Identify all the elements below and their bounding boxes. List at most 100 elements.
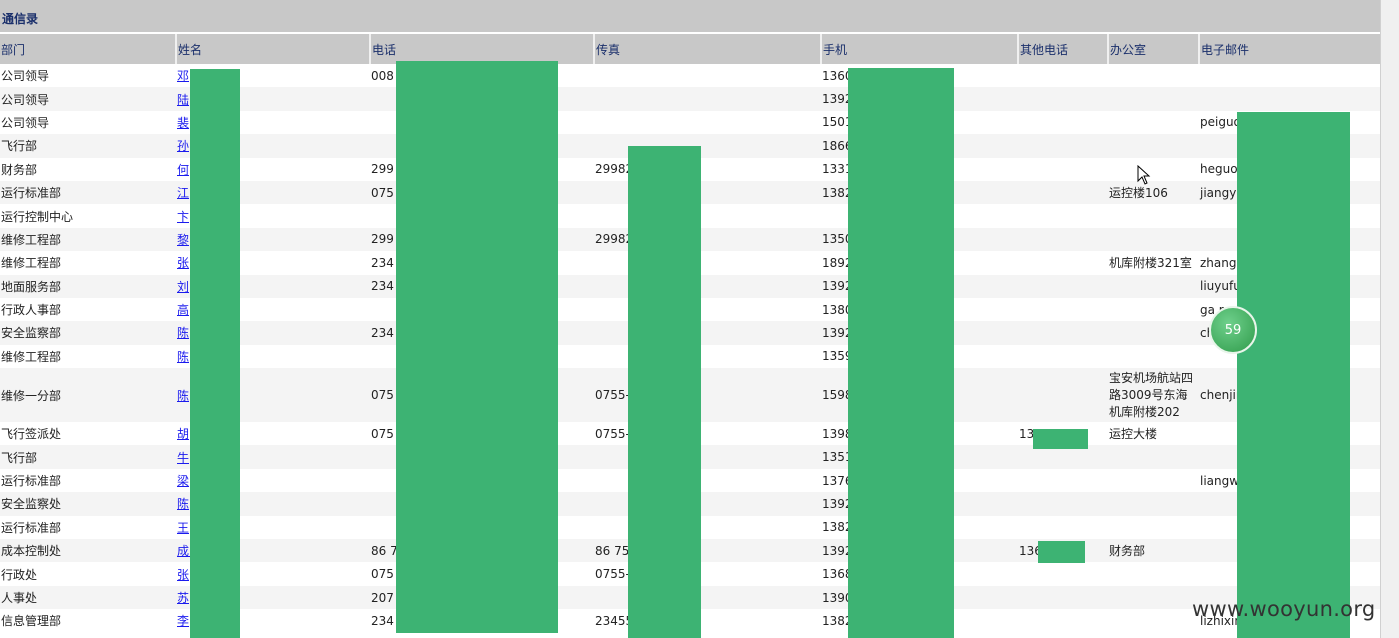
mobile-cell: 1501 xyxy=(822,115,853,130)
mobile-cell: 1892 xyxy=(822,255,853,270)
table-row: 维修工程部 陈 1359 xyxy=(0,345,1380,368)
contact-name-link[interactable]: 牛 xyxy=(177,450,190,465)
email-cell: peiguo xyxy=(1200,115,1241,130)
contact-name-link[interactable]: 王 xyxy=(177,520,190,535)
mobile-cell: 1380 xyxy=(822,302,853,317)
contact-name-link[interactable]: 江 xyxy=(177,186,190,201)
dept-cell: 安全监察部 xyxy=(0,321,176,345)
contact-name-link[interactable]: 胡 xyxy=(177,427,190,442)
dept-cell: 飞行部 xyxy=(0,445,176,469)
office-cell xyxy=(1108,158,1199,181)
dept-cell: 行政处 xyxy=(1,567,38,582)
other-phone-cell xyxy=(1018,321,1108,345)
name-cell: 胡 xyxy=(176,422,370,445)
office-cell: 财务部 xyxy=(1108,539,1199,563)
mobile-cell: 1376 xyxy=(822,473,853,488)
dept-cell: 维修一分部 xyxy=(0,368,176,423)
office-cell xyxy=(1108,227,1199,252)
other-phone-cell xyxy=(1018,204,1108,227)
office-cell xyxy=(1108,274,1199,298)
office-cell xyxy=(1108,609,1199,632)
redaction-block-other-2 xyxy=(1038,541,1085,563)
name-cell: 梁 xyxy=(176,469,370,492)
column-header-name[interactable]: 姓名 xyxy=(175,34,370,64)
column-header-phone[interactable]: 电话 xyxy=(369,34,594,64)
fax-cell: 0755- xyxy=(595,567,630,582)
contact-name-link[interactable]: 苏 xyxy=(177,591,190,605)
contact-name-link[interactable]: 陈 xyxy=(177,497,190,512)
other-phone-cell xyxy=(1018,469,1108,492)
other-phone-cell xyxy=(1018,87,1108,111)
column-header-office[interactable]: 办公室 xyxy=(1107,34,1199,64)
office-cell xyxy=(1108,562,1199,585)
column-header-other-phone[interactable]: 其他电话 xyxy=(1017,34,1108,64)
mobile-cell: 1360 xyxy=(822,68,853,83)
column-header-fax[interactable]: 传真 xyxy=(593,34,821,64)
dept-cell: 运行控制中心 xyxy=(1,209,74,224)
office-cell xyxy=(1108,445,1199,469)
phone-cell: 299 xyxy=(371,162,394,177)
dept-cell: 维修工程部 xyxy=(1,349,62,364)
contact-name-link[interactable]: 黎 xyxy=(177,232,190,247)
name-cell: 裴 xyxy=(176,111,370,134)
dept-cell: 运行标准部 xyxy=(1,474,62,489)
email-cell xyxy=(1199,87,1380,111)
fax-cell xyxy=(594,111,821,134)
column-header-email[interactable]: 电子邮件 xyxy=(1198,34,1380,64)
other-phone-cell xyxy=(1018,345,1108,368)
name-cell: 陈 xyxy=(176,345,370,368)
fax-cell: 23455 xyxy=(595,613,634,628)
office-cell xyxy=(1108,204,1199,227)
contact-name-link[interactable]: 李 xyxy=(177,614,190,629)
contact-name-link[interactable]: 何 xyxy=(177,162,190,177)
table-row: 行政处 张 075 0755- 1368 xyxy=(0,562,1380,585)
dept-cell: 人事处 xyxy=(0,585,176,610)
mobile-cell: 1331 xyxy=(822,162,853,177)
contact-name-link[interactable]: 张 xyxy=(177,256,190,271)
other-phone-cell xyxy=(1018,251,1108,274)
vertical-scrollbar[interactable] xyxy=(1380,0,1399,638)
other-phone-cell xyxy=(1018,516,1108,539)
fax-cell xyxy=(594,87,821,111)
name-cell: 张 xyxy=(176,251,370,274)
phone-cell: 234 xyxy=(371,613,394,628)
name-cell: 李 xyxy=(176,609,370,632)
phone-cell: 008 xyxy=(371,68,394,83)
contact-name-link[interactable]: 陈 xyxy=(177,326,190,341)
contact-name-link[interactable]: 梁 xyxy=(177,474,190,489)
dept-cell: 维修工程部 xyxy=(0,227,176,252)
contact-name-link[interactable]: 孙 xyxy=(177,139,190,154)
table-row: 公司领导 邓 008 1360 xyxy=(0,64,1380,87)
contact-name-link[interactable]: 陈 xyxy=(177,388,190,403)
other-phone-cell xyxy=(1018,134,1108,158)
other-phone-cell xyxy=(1018,445,1108,469)
name-cell: 何 xyxy=(176,158,370,181)
redaction-block-other-1 xyxy=(1033,429,1088,449)
redaction-block-email xyxy=(1237,112,1350,638)
column-header-mobile[interactable]: 手机 xyxy=(820,34,1018,64)
contact-name-link[interactable]: 刘 xyxy=(177,279,190,294)
contact-name-link[interactable]: 张 xyxy=(177,567,190,582)
floating-badge[interactable]: 59 xyxy=(1209,306,1257,354)
contact-name-link[interactable]: 高 xyxy=(177,303,190,318)
other-phone-cell xyxy=(1018,227,1108,252)
other-phone-cell xyxy=(1018,609,1108,632)
office-cell: 宝安机场航站四路3009号东海机库附楼202 xyxy=(1108,368,1199,423)
other-phone-cell xyxy=(1018,111,1108,134)
office-cell xyxy=(1108,298,1199,321)
other-phone-cell xyxy=(1018,492,1108,516)
table-row: 信息管理部 李 234 23455 1382 lizhixin xyxy=(0,609,1380,632)
dept-cell: 公司领导 xyxy=(1,69,50,84)
contact-name-link[interactable]: 裴 xyxy=(177,115,190,130)
phone-cell: 234 xyxy=(371,255,394,270)
office-cell xyxy=(1108,345,1199,368)
phone-cell: 075 xyxy=(371,567,394,582)
contact-name-link[interactable]: 陆 xyxy=(177,92,190,107)
fax-cell: 0755- xyxy=(595,426,630,441)
contact-name-link[interactable]: 陈 xyxy=(177,349,190,364)
other-phone-cell xyxy=(1018,562,1108,585)
contact-name-link[interactable]: 邓 xyxy=(177,69,190,84)
column-header-dept[interactable]: 部门 xyxy=(0,34,176,64)
contact-name-link[interactable]: 卞 xyxy=(177,209,190,224)
